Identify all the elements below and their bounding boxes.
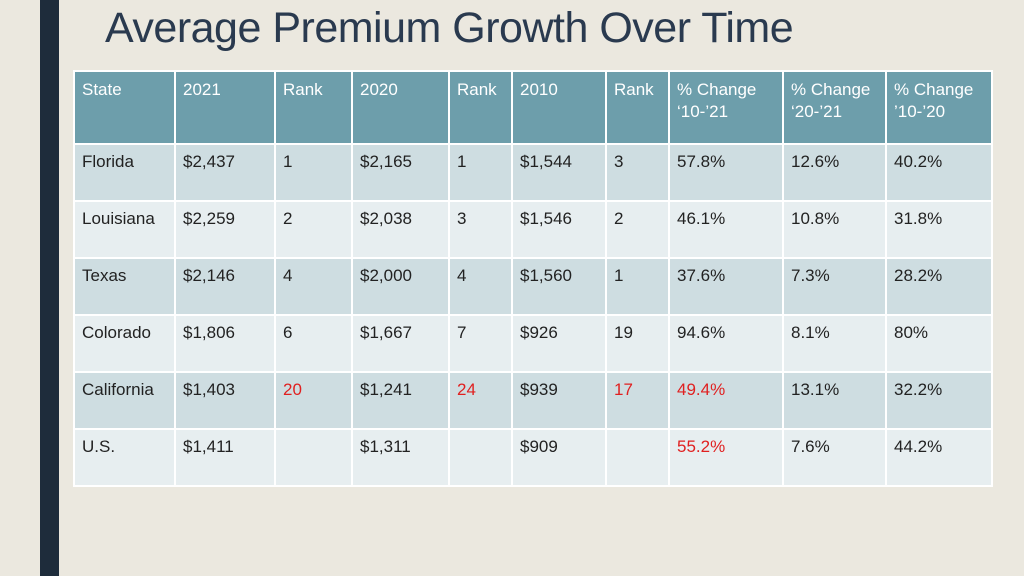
- table-cell: $2,146: [174, 257, 276, 316]
- column-header: Rank: [448, 70, 513, 145]
- table-body: Florida $2,437 1 $2,165 1 $1,544 3 57.8% 12.6% 40…: [73, 143, 993, 487]
- column-header: % Change ’10-’20: [885, 70, 993, 145]
- table-cell: 3: [605, 143, 670, 202]
- column-header: % Change ‘10-’21: [668, 70, 784, 145]
- table-cell: $1,311: [351, 428, 450, 487]
- column-header: % Change ‘20-’21: [782, 70, 887, 145]
- table-cell: Colorado: [73, 314, 176, 373]
- table-cell: 40.2%: [885, 143, 993, 202]
- table-row: Florida $2,437 1 $2,165 1 $1,544 3 57.8% 12.6% 40…: [73, 143, 993, 202]
- premium-table: State 2021 Rank 2020 Rank 2010 Rank% Change ‘10…: [73, 70, 993, 487]
- column-header: 2021: [174, 70, 276, 145]
- table-cell: 4: [274, 257, 353, 316]
- table-cell: 3: [448, 200, 513, 259]
- table-cell: [274, 428, 353, 487]
- table-cell: 17: [605, 371, 670, 430]
- column-header-line: ‘10-’21: [677, 102, 729, 121]
- table-cell: 7.6%: [782, 428, 887, 487]
- table-cell: 49.4%: [668, 371, 784, 430]
- column-header-line: ‘20-’21: [791, 102, 843, 121]
- table-cell: $1,546: [511, 200, 607, 259]
- table-cell: 46.1%: [668, 200, 784, 259]
- table-cell: 12.6%: [782, 143, 887, 202]
- table-cell: $2,165: [351, 143, 450, 202]
- column-header: 2020: [351, 70, 450, 145]
- table-cell: 13.1%: [782, 371, 887, 430]
- column-header-line: ’10-’20: [894, 102, 946, 121]
- table-cell: $909: [511, 428, 607, 487]
- table-cell: 32.2%: [885, 371, 993, 430]
- table-cell: $2,437: [174, 143, 276, 202]
- table-header-row: State 2021 Rank 2020 Rank 2010 Rank % Change ‘10…: [73, 70, 993, 145]
- table-row: Texas $2,146 4 $2,000 4 $1,560 1 37.6% 7.3% 28.2%: [73, 257, 993, 316]
- table-cell: [605, 428, 670, 487]
- column-header-line: 2020: [360, 80, 398, 99]
- table-cell: 94.6%: [668, 314, 784, 373]
- table-cell: 80%: [885, 314, 993, 373]
- table-cell: $1,403: [174, 371, 276, 430]
- table-cell: U.S.: [73, 428, 176, 487]
- table-cell: $2,000: [351, 257, 450, 316]
- table-cell: 19: [605, 314, 670, 373]
- table-cell: 7: [448, 314, 513, 373]
- table-row: Louisiana $2,259 2 $2,038 3 $1,546 2 46.1% 10.8%…: [73, 200, 993, 259]
- column-header-line: State: [82, 80, 122, 99]
- table-cell: 55.2%: [668, 428, 784, 487]
- table-cell: 44.2%: [885, 428, 993, 487]
- table-cell: 7.3%: [782, 257, 887, 316]
- table-row: Colorado $1,806 6 $1,667 7 $926 19 94.6% 8.1% 80%: [73, 314, 993, 373]
- table-cell: $1,560: [511, 257, 607, 316]
- table-cell: 10.8%: [782, 200, 887, 259]
- table-cell: $1,241: [351, 371, 450, 430]
- table-cell: 31.8%: [885, 200, 993, 259]
- table-cell: 2: [605, 200, 670, 259]
- table-row: U.S. $1,411 $1,311 $909 55.2% 7.6% 44.2%: [73, 428, 993, 487]
- side-accent-bar: [40, 0, 59, 576]
- table-cell: $2,038: [351, 200, 450, 259]
- column-header: Rank: [274, 70, 353, 145]
- table-cell: $1,806: [174, 314, 276, 373]
- column-header-line: 2021: [183, 80, 221, 99]
- table-cell: 57.8%: [668, 143, 784, 202]
- table-cell: 28.2%: [885, 257, 993, 316]
- table-cell: Louisiana: [73, 200, 176, 259]
- table-cell: $2,259: [174, 200, 276, 259]
- table-cell: 8.1%: [782, 314, 887, 373]
- table-cell: $939: [511, 371, 607, 430]
- table-cell: 6: [274, 314, 353, 373]
- column-header: Rank: [605, 70, 670, 145]
- table-cell: California: [73, 371, 176, 430]
- column-header: State: [73, 70, 176, 145]
- table-cell: Texas: [73, 257, 176, 316]
- table-cell: $1,411: [174, 428, 276, 487]
- column-header-line: Rank: [283, 80, 323, 99]
- table-cell: 4: [448, 257, 513, 316]
- column-header-line: 2010: [520, 80, 558, 99]
- table-cell: $1,544: [511, 143, 607, 202]
- table-cell: 37.6%: [668, 257, 784, 316]
- table-cell: 1: [274, 143, 353, 202]
- column-header: 2010: [511, 70, 607, 145]
- table-cell: $1,667: [351, 314, 450, 373]
- column-header-line: Rank: [457, 80, 497, 99]
- column-header-line: % Change: [677, 80, 757, 99]
- table-cell: $926: [511, 314, 607, 373]
- column-header-line: % Change: [894, 80, 974, 99]
- page-title: Average Premium Growth Over Time: [105, 4, 794, 52]
- table-cell: 1: [448, 143, 513, 202]
- table-cell: 2: [274, 200, 353, 259]
- table-cell: 24: [448, 371, 513, 430]
- table-row: California $1,403 20 $1,241 24 $939 17 49.4% 13.…: [73, 371, 993, 430]
- table-cell: 1: [605, 257, 670, 316]
- table-cell: [448, 428, 513, 487]
- table-cell: Florida: [73, 143, 176, 202]
- column-header-line: % Change: [791, 80, 871, 99]
- column-header-line: Rank: [614, 80, 654, 99]
- table-cell: 20: [274, 371, 353, 430]
